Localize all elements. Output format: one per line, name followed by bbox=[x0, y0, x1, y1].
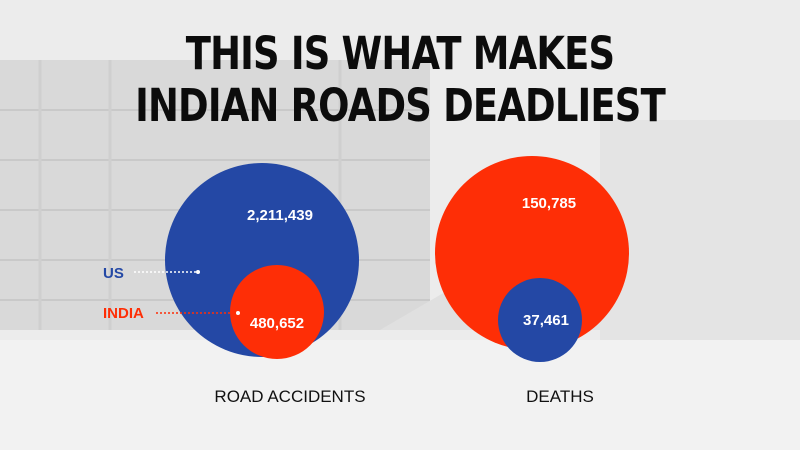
india-accidents-value: 480,652 bbox=[250, 315, 304, 332]
india-deaths-bubble bbox=[435, 156, 629, 350]
us-accidents-value: 2,211,439 bbox=[247, 207, 313, 224]
title-line-1: THIS IS WHAT MAKES bbox=[185, 27, 615, 80]
road-surface bbox=[0, 340, 800, 450]
india-deaths-value: 150,785 bbox=[522, 195, 576, 212]
title-line-2: INDIAN ROADS DEADLIEST bbox=[135, 79, 666, 132]
legend-us-label: US bbox=[103, 265, 124, 282]
street-scene bbox=[600, 120, 800, 350]
india-accidents-bubble bbox=[230, 265, 324, 359]
legend-india-label: INDIA bbox=[103, 305, 144, 322]
chart-title: THIS IS WHAT MAKES INDIAN ROADS DEADLIES… bbox=[72, 28, 728, 132]
legend-us-dot bbox=[196, 270, 200, 274]
deaths-label: DEATHS bbox=[526, 387, 594, 406]
legend-india-dot bbox=[236, 311, 240, 315]
road-accidents-label: ROAD ACCIDENTS bbox=[214, 387, 365, 406]
us-deaths-bubble bbox=[498, 278, 582, 362]
us-deaths-value: 37,461 bbox=[523, 312, 569, 329]
